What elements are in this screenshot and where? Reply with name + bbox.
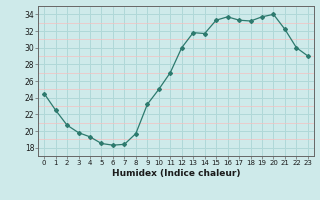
X-axis label: Humidex (Indice chaleur): Humidex (Indice chaleur) [112,169,240,178]
